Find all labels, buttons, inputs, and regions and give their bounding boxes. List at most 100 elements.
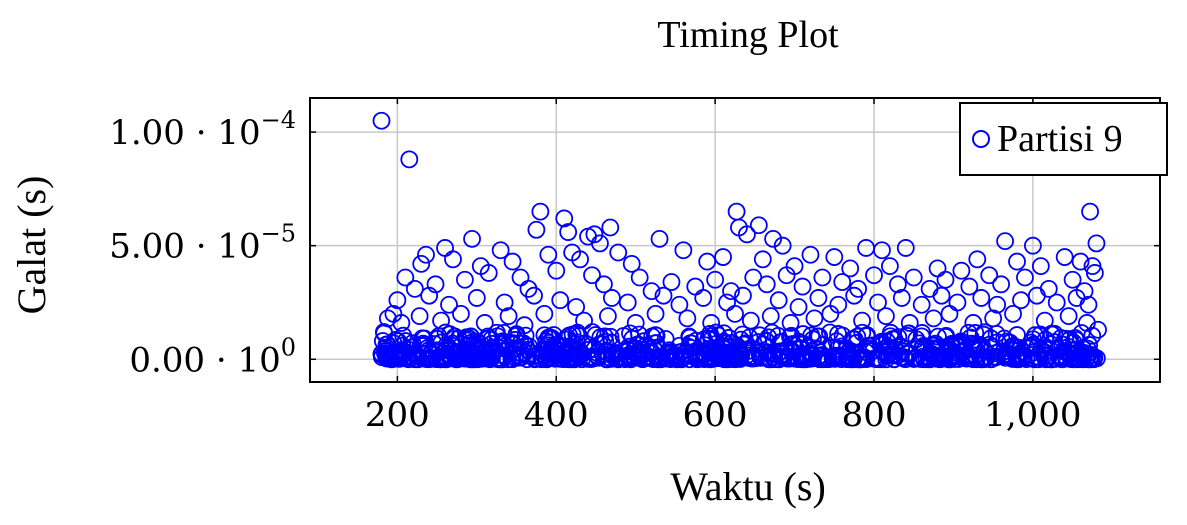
data-point	[1059, 307, 1078, 326]
data-point	[555, 337, 574, 356]
data-point	[764, 229, 783, 248]
data-point	[940, 304, 959, 323]
data-point	[913, 324, 932, 342]
data-point	[496, 337, 515, 356]
data-point	[738, 225, 756, 244]
data-point	[674, 241, 693, 260]
data-point	[551, 291, 570, 310]
data-point	[919, 350, 938, 369]
data-point	[1060, 344, 1079, 363]
data-point	[590, 335, 609, 353]
data-point	[715, 334, 734, 353]
data-point	[417, 245, 435, 264]
x-tick-label: 1,000	[984, 395, 1081, 435]
data-point	[682, 334, 701, 353]
x-tick-label: 800	[842, 395, 907, 435]
data-point	[630, 268, 649, 287]
data-point	[531, 202, 550, 221]
data-point	[833, 273, 852, 291]
data-point	[878, 332, 896, 351]
data-point	[877, 307, 895, 326]
data-point	[1035, 311, 1054, 330]
data-point	[647, 326, 666, 345]
data-point	[773, 236, 792, 255]
data-point	[650, 229, 669, 248]
data-point	[602, 289, 621, 307]
data-point	[837, 350, 856, 369]
data-point	[782, 342, 801, 361]
data-point	[769, 291, 788, 310]
data-point	[869, 293, 887, 312]
data-point	[980, 266, 999, 285]
data-point	[995, 329, 1014, 348]
data-point	[722, 282, 740, 301]
data-point	[503, 252, 522, 271]
data-point	[374, 323, 393, 341]
data-point	[644, 339, 663, 357]
data-point	[511, 268, 530, 287]
data-point	[388, 291, 407, 310]
data-point	[515, 316, 534, 335]
data-point	[400, 150, 419, 169]
data-point	[912, 295, 931, 314]
data-point	[808, 327, 827, 346]
data-point	[960, 277, 979, 296]
data-point	[601, 218, 620, 237]
data-point	[821, 323, 839, 342]
data-point	[583, 266, 601, 285]
data-point	[1036, 350, 1055, 369]
y-tick-label: 1.00 · 10−4	[109, 106, 296, 153]
data-point	[666, 347, 685, 365]
plot-frame	[309, 97, 1161, 383]
legend-label: Partisi 9	[997, 118, 1123, 160]
legend-box	[959, 102, 1168, 176]
data-point	[873, 241, 891, 260]
data-point	[932, 286, 951, 305]
data-point	[654, 286, 673, 305]
data-point	[813, 268, 832, 287]
data-point	[589, 348, 608, 367]
data-point	[984, 309, 1003, 328]
data-point	[678, 309, 697, 328]
data-point	[730, 342, 749, 361]
data-point	[456, 270, 474, 289]
data-point	[783, 335, 802, 353]
data-point	[878, 347, 897, 366]
legend-marker	[972, 130, 990, 148]
data-point	[595, 275, 613, 294]
data-point	[1023, 236, 1042, 255]
data-point	[1027, 286, 1046, 305]
data-point	[924, 309, 943, 328]
data-point	[405, 279, 424, 298]
legend: Partisi 9	[959, 102, 1168, 176]
data-point	[662, 273, 681, 291]
data-point	[673, 345, 692, 364]
data-point	[881, 257, 899, 276]
data-point	[619, 341, 638, 360]
data-point	[972, 289, 991, 307]
data-point	[948, 293, 967, 312]
data-point	[971, 350, 990, 369]
data-point	[727, 202, 746, 221]
data-point	[853, 311, 872, 330]
data-point	[781, 314, 800, 332]
data-point	[440, 295, 458, 314]
data-point	[850, 350, 869, 369]
data-point	[558, 328, 577, 347]
data-point	[733, 325, 752, 344]
data-point	[801, 245, 820, 264]
data-point	[789, 298, 808, 316]
data-point	[734, 286, 752, 305]
data-point	[1004, 304, 1022, 323]
data-point	[417, 350, 436, 368]
data-point	[753, 250, 772, 269]
data-point	[772, 347, 791, 366]
data-point	[1047, 293, 1066, 312]
data-point	[452, 304, 470, 323]
scatter-points	[372, 111, 1107, 369]
data-point	[495, 293, 514, 312]
data-point	[1049, 340, 1068, 359]
data-point	[706, 270, 725, 289]
data-point	[936, 270, 955, 289]
